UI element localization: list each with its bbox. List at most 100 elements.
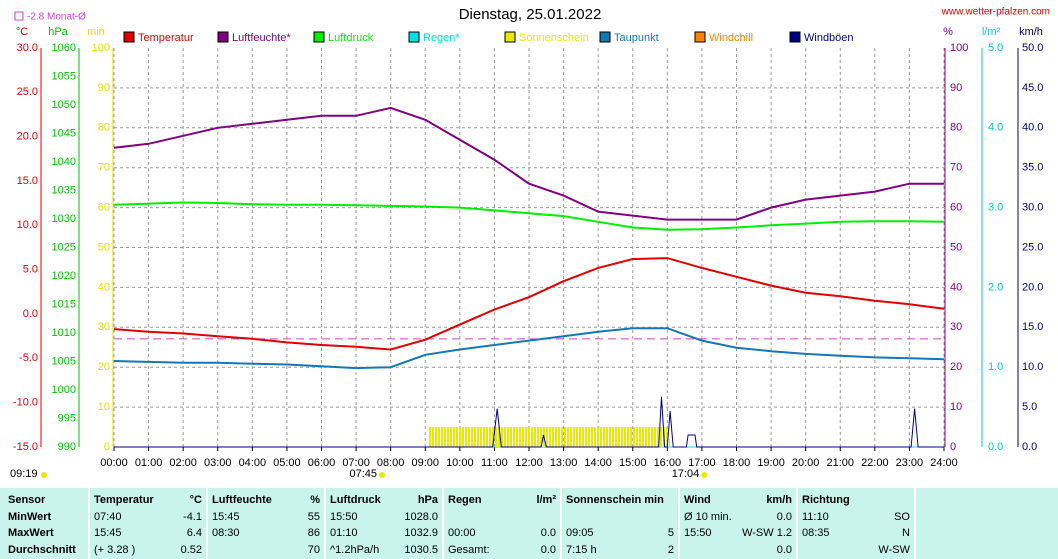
table-separator <box>88 488 90 559</box>
table-cell: Wind km/h <box>680 492 796 508</box>
x-tick-label: 08:00 <box>377 457 405 469</box>
chart-title: Dienstag, 25.01.2022 <box>459 6 602 23</box>
axis-title: hPa <box>48 26 68 38</box>
cell-left: Temperatur <box>94 494 154 506</box>
y-tick-label: 35.0 <box>1022 162 1043 174</box>
updated-marker <box>41 472 47 478</box>
legend-swatch <box>504 31 516 43</box>
table-cell: 08:35 N <box>798 525 914 541</box>
y-tick-label: 60 <box>950 202 962 214</box>
table-cell: Luftfeuchte% <box>208 492 324 508</box>
cell-right: 0.0 <box>776 543 792 556</box>
y-tick-label: 0.0 <box>1022 441 1037 453</box>
cell-left: Ø 10 min. <box>684 510 732 523</box>
y-tick-label: 0.0 <box>988 441 1003 453</box>
cell-left: 08:35 <box>802 527 830 539</box>
table-cell: 08:30 86 <box>208 525 324 541</box>
table-separator <box>442 488 444 559</box>
legend-swatch <box>789 31 801 43</box>
sunshine-bar <box>529 427 564 447</box>
y-tick-label: 1045 <box>52 127 76 139</box>
table-cell: 09:05 5 <box>562 525 678 541</box>
sunset-marker <box>701 472 708 478</box>
axis-title: km/h <box>1019 26 1043 38</box>
legend-swatch <box>408 31 420 43</box>
sunshine-bar <box>459 427 495 447</box>
x-tick-label: 24:00 <box>930 457 958 469</box>
table-cell: Temperatur °C <box>90 492 206 508</box>
legend-label: Taupunkt <box>614 32 659 44</box>
y-tick-label: 0.0 <box>23 308 38 320</box>
y-tick-label: 1010 <box>52 327 76 339</box>
cell-right: -4.1 <box>183 510 202 523</box>
y-tick-label: 90 <box>950 82 962 94</box>
cell-left: 15:50 <box>330 510 358 523</box>
y-tick-label: 40.0 <box>1022 122 1043 134</box>
y-tick-label: 1000 <box>52 384 76 396</box>
y-tick-label: 1020 <box>52 270 76 282</box>
table-cell: 07:40 -4.1 <box>90 509 206 525</box>
cell-left: 01:10 <box>330 527 358 539</box>
y-tick-label: 50 <box>950 241 962 253</box>
x-tick-label: 20:00 <box>792 457 820 469</box>
table-cell: 15:45 6.4 <box>90 525 206 541</box>
cell-left: Gesamt: <box>448 543 490 556</box>
y-tick-label: 1055 <box>52 70 76 82</box>
cell-right: hPa <box>417 494 438 506</box>
table-cell: W-SW <box>798 542 914 558</box>
y-tick-label: 4.0 <box>988 122 1003 134</box>
sunrise-label: 07:45 <box>349 468 377 480</box>
y-tick-label: 50.0 <box>1022 42 1043 54</box>
x-tick-label: 16:00 <box>654 457 682 469</box>
table-cell: 15:45 55 <box>208 509 324 525</box>
cell-right: W-SW 1.2 <box>742 527 792 539</box>
y-tick-label: 15.0 <box>1022 321 1043 333</box>
y-tick-label: 1050 <box>52 99 76 111</box>
y-tick-label: 1005 <box>52 355 76 367</box>
cell-right: 2 <box>667 543 674 556</box>
sunshine-bar <box>598 427 633 447</box>
y-tick-label: 100 <box>92 42 110 54</box>
series-line <box>113 106 944 221</box>
table-cell: Gesamt: 0.0 <box>444 542 560 558</box>
axis-title: l/m² <box>982 26 1001 38</box>
axis-title: % <box>943 26 953 38</box>
table-separator <box>796 488 798 559</box>
legend-swatch <box>217 31 229 43</box>
x-tick-label: 18:00 <box>723 457 751 469</box>
y-tick-label: 30.0 <box>17 42 38 54</box>
series-line <box>113 327 945 370</box>
legend-swatch <box>599 31 611 43</box>
cell-right: 6.4 <box>186 527 202 539</box>
x-tick-label: 21:00 <box>826 457 854 469</box>
series-line <box>114 396 944 448</box>
y-tick-label: 20.0 <box>17 131 38 143</box>
x-tick-label: 09:00 <box>411 457 439 469</box>
legend-label: Sonnenschein <box>519 32 589 44</box>
updated-time: 09:19 <box>10 468 38 480</box>
cell-right: 0.52 <box>180 543 202 556</box>
y-tick-label: 60 <box>98 202 110 214</box>
y-tick-label: 10.0 <box>17 219 38 231</box>
y-tick-label: 80 <box>950 122 962 134</box>
stats-table: Sensor Temperatur °C Luftfeuchte% Luftdruck h… <box>0 487 1058 559</box>
cell-right: 0.0 <box>540 543 556 556</box>
x-tick-label: 10:00 <box>446 457 474 469</box>
y-tick-label: 5.0 <box>23 264 38 276</box>
y-tick-label: 1015 <box>52 298 76 310</box>
table-separator <box>678 488 680 559</box>
cell-right: N <box>902 527 910 539</box>
y-tick-label: 20.0 <box>1022 281 1043 293</box>
cell-right: °C <box>189 494 202 506</box>
y-tick-label: 10 <box>950 401 962 413</box>
cell-left: 15:45 <box>94 527 122 539</box>
y-tick-label: 25.0 <box>17 86 38 98</box>
table-separator <box>206 488 208 559</box>
table-cell: Durchschnitt <box>4 542 88 558</box>
y-tick-label: 40 <box>950 281 962 293</box>
x-tick-label: 22:00 <box>861 457 889 469</box>
y-tick-label: 30 <box>950 321 962 333</box>
y-tick-label: 0 <box>104 441 110 453</box>
sunshine-bar <box>428 427 460 447</box>
table-cell: 15:50 1028.0 <box>326 509 442 525</box>
